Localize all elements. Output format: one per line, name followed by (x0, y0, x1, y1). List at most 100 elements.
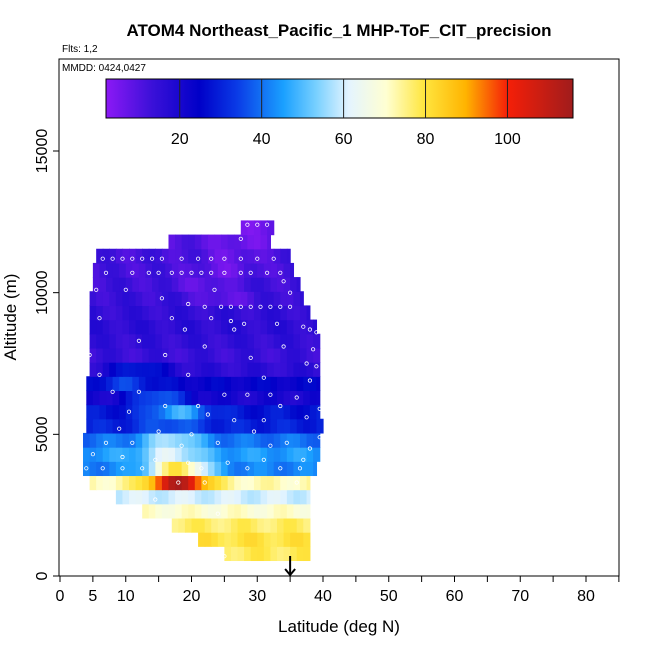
heatmap-cell (299, 362, 308, 377)
heatmap-cell (201, 248, 209, 264)
heatmap-cell (237, 390, 245, 406)
sample-point (205, 412, 210, 417)
heatmap-cell (227, 291, 235, 307)
sample-point (159, 296, 164, 301)
sample-point (97, 372, 102, 377)
heatmap-cell (83, 461, 91, 477)
heatmap-cell (99, 376, 107, 392)
heatmap-cell (299, 503, 308, 519)
heatmap-cell (280, 291, 288, 307)
sample-point (117, 426, 122, 431)
colorbar-tick-label: 40 (253, 131, 271, 148)
heatmap-cell (214, 248, 222, 264)
heatmap-cell (250, 404, 258, 420)
heatmap-cell (188, 347, 196, 363)
heatmap-cell (273, 432, 281, 448)
heatmap-cell (138, 404, 147, 420)
heatmap-cell (184, 418, 193, 434)
heatmap-cell (161, 503, 170, 519)
heatmap-cell (115, 461, 124, 477)
heatmap-cell (122, 305, 130, 321)
heatmap-cell (168, 319, 176, 335)
heatmap-cell (257, 532, 265, 547)
heatmap-cell (161, 333, 170, 349)
heatmap-cell (260, 248, 268, 264)
sample-point (314, 330, 319, 335)
heatmap-cell (253, 362, 262, 377)
heatmap-cell (286, 248, 291, 264)
heatmap-cell (188, 503, 196, 519)
flights-note: Flts: 1,2 (62, 44, 98, 55)
heatmap-cell (207, 248, 216, 264)
heatmap-cell (296, 404, 304, 420)
heatmap-cell (286, 347, 295, 363)
heatmap-cell (303, 376, 311, 392)
heatmap-cell (244, 418, 252, 434)
x-axis: 0 5 10 20 30 40 50 60 70 80 (56, 576, 620, 605)
heatmap-cell (221, 447, 229, 462)
sample-point (202, 480, 207, 485)
sample-point (189, 432, 194, 437)
sample-point (189, 270, 194, 275)
sample-point (274, 321, 280, 326)
x-tick-label: 50 (380, 588, 398, 605)
heatmap-cell (184, 404, 193, 420)
heatmap-cell (227, 447, 235, 462)
heatmap-cell (273, 447, 281, 462)
heatmap-cell (191, 376, 199, 392)
heatmap-cell (227, 503, 235, 519)
heatmap-cell (240, 333, 248, 349)
heatmap-cell (99, 404, 107, 420)
heatmap-cell (132, 277, 140, 292)
heatmap-cell (129, 319, 137, 335)
heatmap-cell (178, 517, 186, 533)
heatmap-cell (211, 517, 219, 533)
heatmap-cell (263, 546, 271, 562)
heatmap-cell (148, 347, 156, 363)
sample-point (140, 256, 145, 261)
heatmap-cell (148, 362, 156, 377)
heatmap-cell (158, 376, 166, 392)
heatmap-cell (89, 447, 97, 462)
heatmap-cell (247, 475, 255, 491)
heatmap-cell (171, 517, 179, 533)
heatmap-cell (165, 376, 173, 392)
heatmap-cell (221, 333, 229, 349)
sample-point (100, 466, 105, 471)
heatmap-cell (122, 447, 130, 462)
sample-point (100, 256, 105, 261)
heatmap-cell (217, 418, 225, 434)
heatmap-cell (253, 319, 262, 335)
sample-point (215, 440, 220, 445)
heatmap-cell (276, 404, 285, 420)
sample-point (301, 324, 306, 329)
x-tick-label: 10 (117, 588, 135, 605)
heatmap-cell (201, 489, 209, 505)
heatmap-cell (244, 376, 252, 392)
sample-point (126, 409, 132, 414)
heatmap-cell (270, 546, 278, 562)
heatmap-cell (280, 333, 288, 349)
sample-point (196, 403, 201, 409)
heatmap-cell (129, 489, 137, 505)
heatmap-cell (148, 447, 156, 462)
sample-point (163, 403, 168, 409)
heatmap-cell (135, 489, 143, 505)
heatmap-cell (204, 390, 212, 406)
heatmap-cell (155, 362, 163, 377)
heatmap-cell (260, 503, 268, 519)
heatmap-cell (194, 305, 202, 321)
heatmap-cell (273, 461, 281, 477)
heatmap-cell (175, 347, 183, 363)
heatmap-cell (234, 362, 242, 377)
heatmap-cell (221, 347, 229, 363)
heatmap-cell (230, 376, 239, 392)
heatmap-cell (198, 517, 206, 533)
heatmap-cell (102, 447, 110, 462)
heatmap-cell (102, 333, 110, 349)
heatmap-cell (207, 291, 216, 307)
heatmap-cell (263, 532, 271, 547)
heatmap-cell (155, 461, 163, 477)
heatmap-cell (181, 503, 189, 519)
heatmap-cell (142, 447, 150, 462)
